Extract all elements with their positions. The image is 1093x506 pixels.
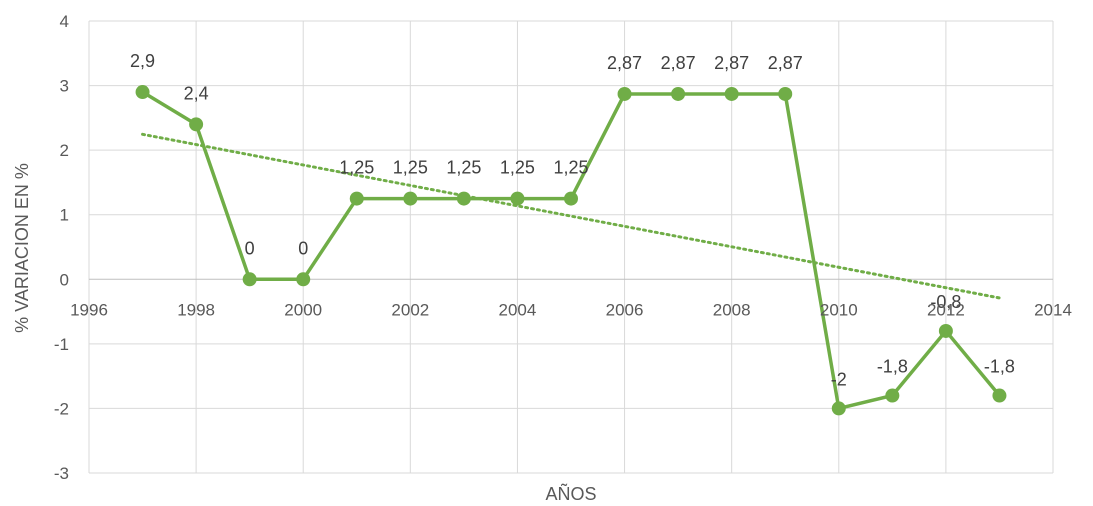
data-label: 2,87 bbox=[607, 53, 642, 73]
data-label: 0 bbox=[298, 238, 308, 258]
data-point bbox=[938, 323, 953, 338]
x-axis-title: AÑOS bbox=[545, 483, 596, 504]
data-label: -1,8 bbox=[877, 357, 908, 377]
data-point bbox=[564, 191, 578, 206]
data-point bbox=[349, 191, 364, 206]
x-tick-label: 1996 bbox=[70, 300, 108, 319]
y-tick-label: 3 bbox=[60, 77, 69, 96]
x-tick-label: 2000 bbox=[284, 300, 322, 319]
trendline bbox=[141, 132, 1001, 300]
y-tick-label: 4 bbox=[60, 12, 69, 31]
series-line bbox=[141, 90, 1001, 411]
data-label: 1,25 bbox=[500, 158, 535, 178]
x-tick-label: 2010 bbox=[820, 300, 858, 319]
data-label: 1,25 bbox=[393, 158, 428, 178]
data-point bbox=[189, 117, 204, 132]
data-point bbox=[778, 86, 793, 101]
x-tick-label: 2006 bbox=[606, 300, 644, 319]
x-tick-label: 2008 bbox=[713, 300, 751, 319]
data-label: 2,87 bbox=[714, 53, 749, 73]
data-point bbox=[135, 85, 150, 100]
data-label: 2,87 bbox=[768, 53, 803, 73]
y-axis-title: % VARIACION EN % bbox=[12, 163, 32, 333]
data-point bbox=[831, 401, 846, 416]
data-label: 0 bbox=[245, 238, 255, 258]
data-point bbox=[242, 272, 257, 287]
data-point bbox=[724, 86, 739, 101]
data-label: 2,87 bbox=[661, 53, 696, 73]
y-tick-label: 2 bbox=[60, 141, 69, 160]
y-tick-label: 1 bbox=[60, 206, 69, 225]
trendline-layer bbox=[141, 132, 1001, 300]
y-tick-label: -2 bbox=[54, 399, 69, 418]
data-label: -1,8 bbox=[984, 357, 1015, 377]
x-tick-label: 2012 bbox=[927, 300, 965, 319]
data-point bbox=[617, 86, 632, 101]
data-label: 2,4 bbox=[184, 83, 209, 103]
data-point bbox=[403, 191, 418, 206]
data-labels: 2,9 2,4 0 0 1,25 1,25 1,25 1,25 1,25 2,87 2,87 2,87… bbox=[130, 51, 1015, 389]
data-point bbox=[456, 191, 471, 206]
data-point bbox=[992, 388, 1007, 403]
data-label: -2 bbox=[831, 369, 847, 389]
y-tick-label: 0 bbox=[60, 270, 69, 289]
x-tick-label: 2014 bbox=[1034, 300, 1072, 319]
y-tick-label: -1 bbox=[54, 335, 69, 354]
y-tick-label: -3 bbox=[54, 464, 69, 483]
x-tick-label: 2004 bbox=[499, 300, 537, 319]
data-label: 1,25 bbox=[446, 158, 481, 178]
grid bbox=[88, 20, 1054, 474]
data-point bbox=[671, 86, 686, 101]
data-point bbox=[296, 272, 311, 287]
data-label: 1,25 bbox=[339, 158, 374, 178]
data-label: 1,25 bbox=[553, 158, 588, 178]
data-label: 2,9 bbox=[130, 51, 155, 71]
data-label: -0,8 bbox=[930, 292, 961, 312]
x-tick-label: 1998 bbox=[177, 300, 215, 319]
data-point bbox=[885, 388, 900, 403]
series-layer bbox=[135, 85, 1007, 416]
x-tick-label: 2002 bbox=[391, 300, 429, 319]
data-point bbox=[510, 191, 525, 206]
